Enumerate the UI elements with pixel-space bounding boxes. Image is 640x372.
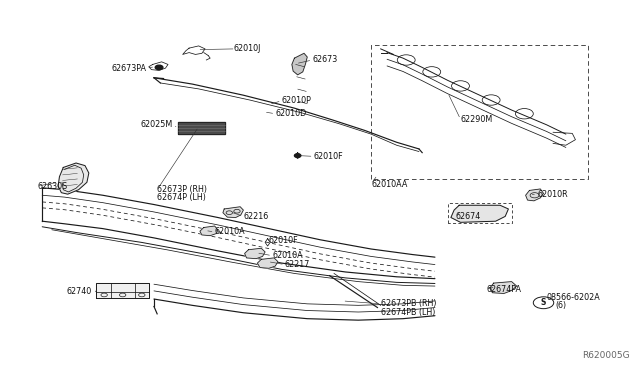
Text: 62010J: 62010J (234, 44, 261, 53)
Polygon shape (58, 163, 89, 194)
Text: 62674PA: 62674PA (486, 285, 521, 294)
Text: 62010A: 62010A (272, 251, 303, 260)
Text: 62673PB (RH): 62673PB (RH) (381, 299, 436, 308)
Text: 62674: 62674 (456, 212, 481, 221)
Text: 62010AA: 62010AA (371, 180, 408, 189)
Text: 62740: 62740 (67, 287, 92, 296)
Text: 08566-6202A: 08566-6202A (547, 294, 600, 302)
Text: 62010F: 62010F (269, 236, 298, 246)
Polygon shape (292, 53, 307, 75)
Polygon shape (244, 248, 265, 259)
Text: R620005G: R620005G (582, 351, 630, 360)
Polygon shape (257, 258, 278, 268)
Circle shape (156, 65, 163, 70)
Text: 62673PA: 62673PA (111, 64, 147, 73)
Polygon shape (178, 122, 225, 134)
Polygon shape (490, 282, 516, 294)
Text: 62673P (RH): 62673P (RH) (157, 185, 207, 194)
Text: 62025M: 62025M (141, 121, 173, 129)
Text: 62217: 62217 (285, 260, 310, 269)
Text: 62674P (LH): 62674P (LH) (157, 193, 206, 202)
Text: (6): (6) (555, 301, 566, 310)
Text: 62010A: 62010A (214, 227, 245, 237)
Polygon shape (525, 189, 543, 201)
Text: S: S (541, 298, 546, 307)
Text: 62010P: 62010P (282, 96, 312, 105)
Text: 62630S: 62630S (38, 182, 68, 190)
Text: 62674PB (LH): 62674PB (LH) (381, 308, 435, 317)
Polygon shape (200, 226, 218, 235)
Text: 62010D: 62010D (275, 109, 307, 118)
Text: 62010F: 62010F (314, 152, 343, 161)
Text: 62216: 62216 (243, 212, 269, 221)
Polygon shape (223, 207, 243, 218)
Polygon shape (451, 205, 508, 222)
Text: 62290M: 62290M (461, 115, 493, 124)
Text: 62673: 62673 (312, 55, 337, 64)
Circle shape (294, 154, 301, 157)
Text: 62010R: 62010R (537, 190, 568, 199)
Polygon shape (97, 283, 149, 298)
